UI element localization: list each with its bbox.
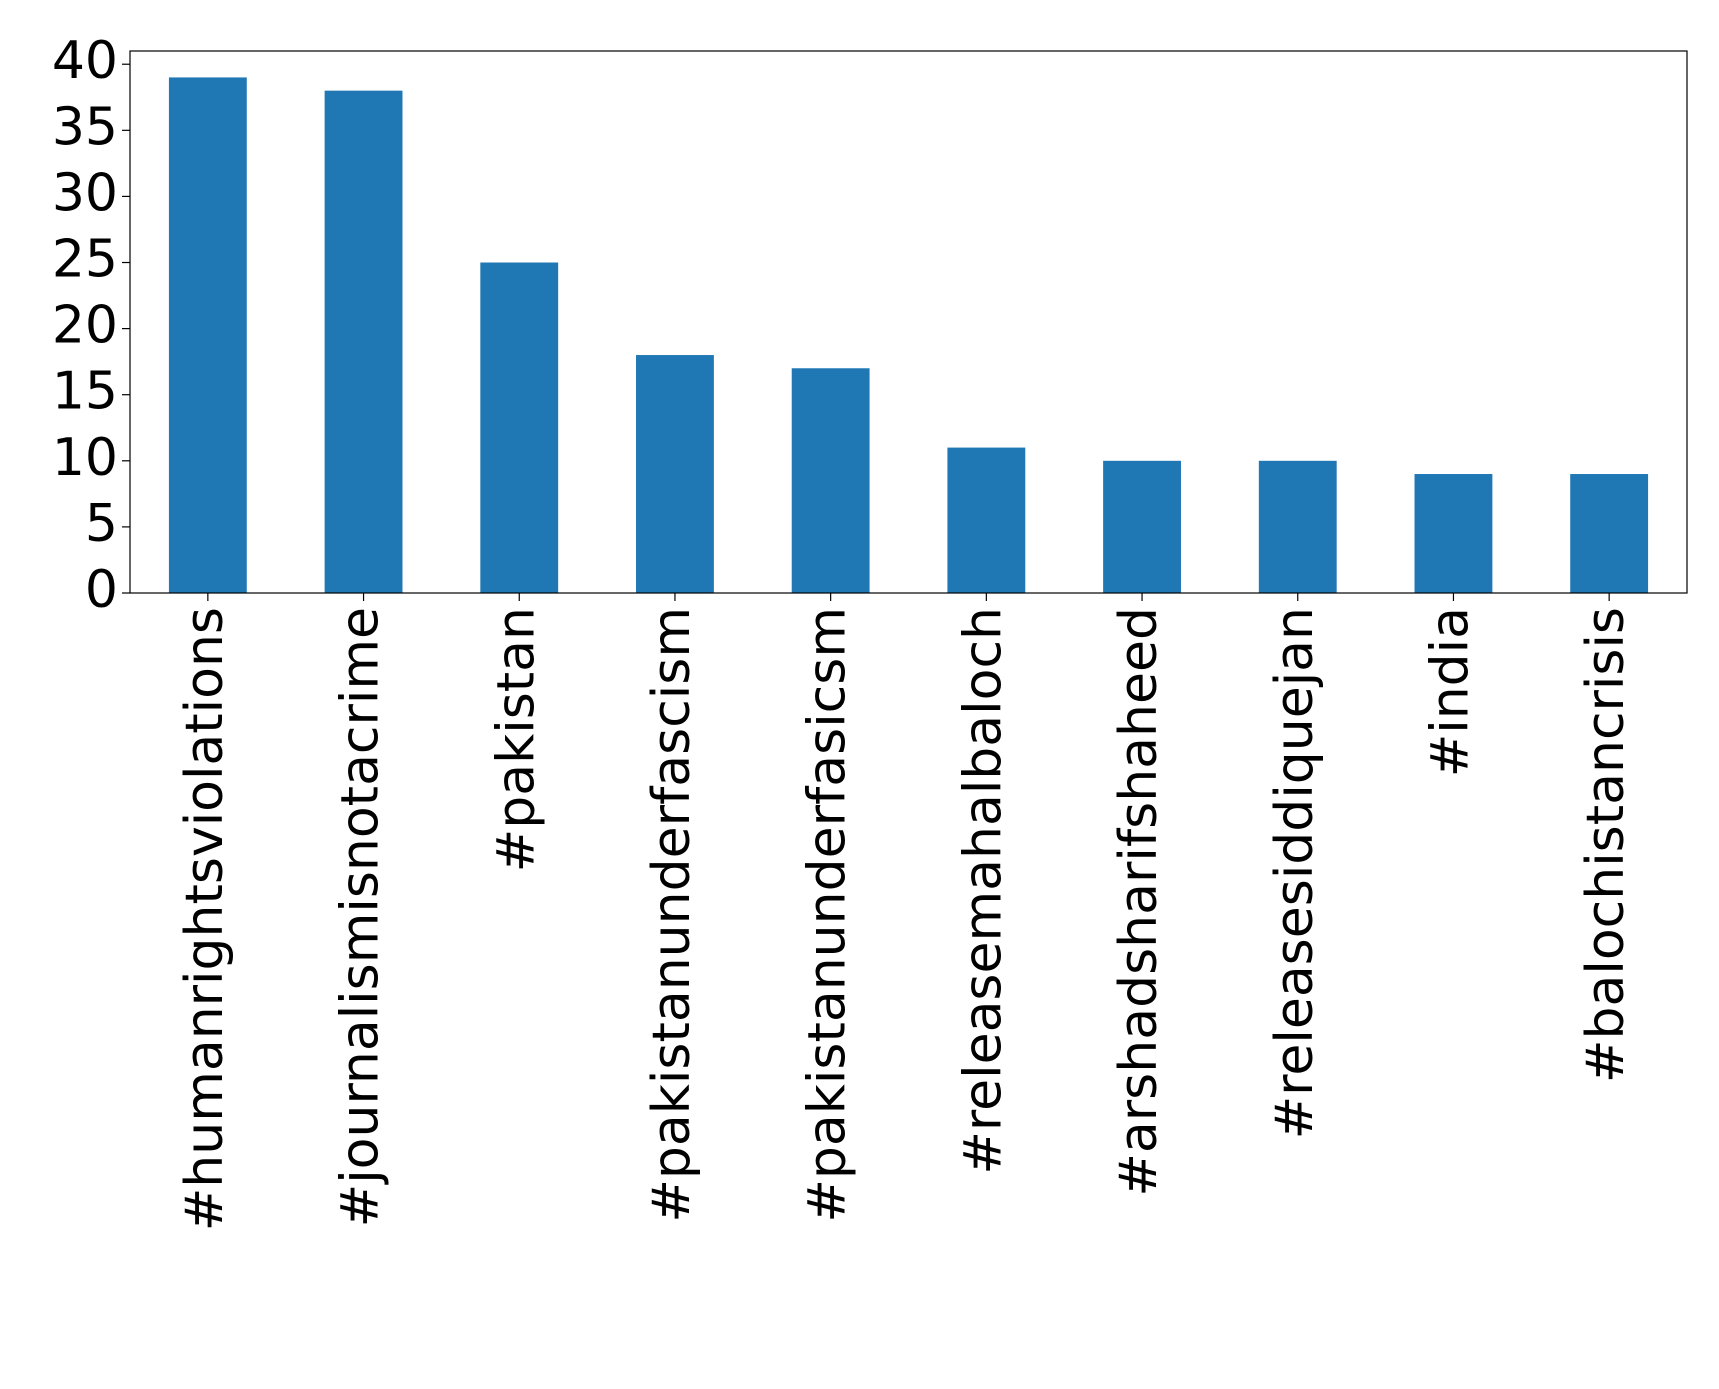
plot-frame: [129, 50, 1688, 594]
bar: [791, 368, 870, 593]
x-tick-label: #pakistanunderfasicsm: [798, 607, 858, 1223]
y-tick-label: 25: [52, 230, 118, 290]
y-tick-label: 30: [52, 163, 118, 223]
y-tick-label: 35: [52, 97, 118, 157]
x-tick-label: #arshadsharifshaheed: [1109, 607, 1169, 1197]
bar: [636, 355, 714, 593]
y-tick-label: 10: [52, 428, 118, 488]
y-tick-label: 0: [85, 560, 118, 620]
x-tick-label: #india: [1420, 607, 1480, 777]
x-tick-label: #humanrightsviolations: [175, 607, 235, 1231]
x-tick-label: #pakistan: [486, 607, 546, 872]
y-tick-label: 15: [52, 362, 118, 422]
y-tick-label: 5: [85, 494, 118, 554]
bar: [324, 90, 403, 593]
x-tick-label: #journalismisnotacrime: [331, 607, 391, 1227]
x-tick-label: #releasesiddiquejan: [1265, 607, 1325, 1139]
bar: [1258, 460, 1337, 593]
x-tick-label: #releasemahalbaloch: [953, 607, 1013, 1175]
bar: [947, 447, 1026, 593]
bar: [1414, 474, 1493, 593]
x-tick-label: #pakistanunderfascism: [642, 607, 702, 1223]
x-tick-label: #balochistancrisis: [1576, 607, 1636, 1083]
bar: [480, 262, 559, 593]
y-tick-label: 20: [52, 296, 118, 356]
y-tick-label: 40: [52, 31, 118, 91]
bar: [1103, 460, 1181, 593]
bar: [168, 77, 247, 593]
bar: [1570, 474, 1649, 593]
